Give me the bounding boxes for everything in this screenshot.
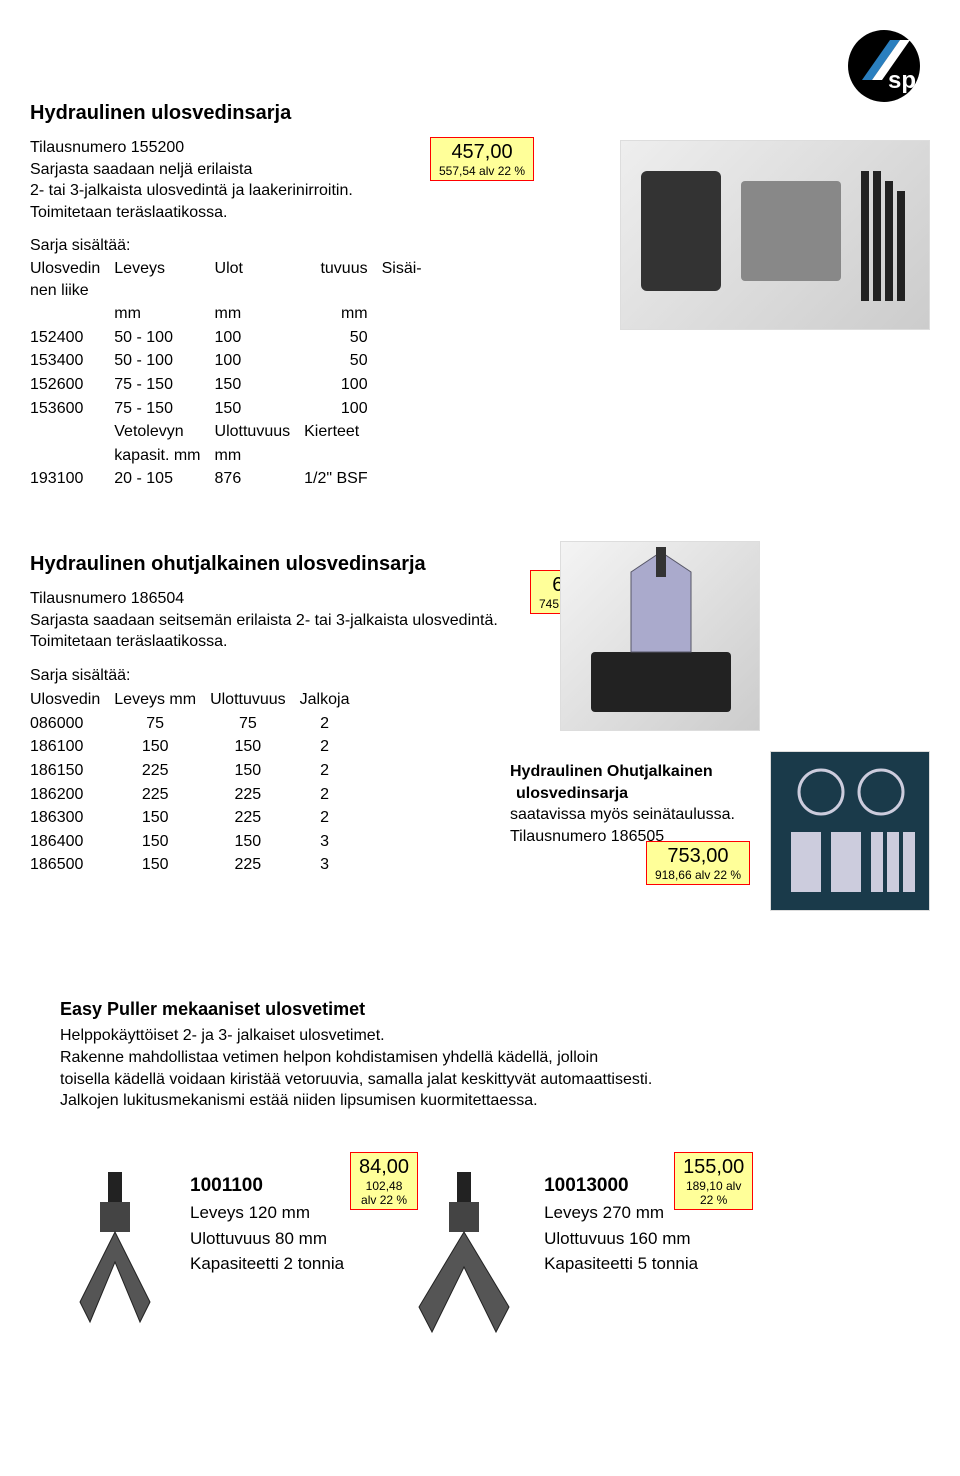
section2-sidebox: Hydraulinen Ohutjalkainen ulosvedinsarja… bbox=[510, 761, 750, 847]
puller-image-1 bbox=[60, 1172, 170, 1332]
section1-table: Ulosvedinnen liike Leveys Ulot tuvuus Si… bbox=[30, 257, 436, 491]
product-10013000: 10013000 155,00 189,10 alv 22 % Leveys 2… bbox=[404, 1172, 698, 1342]
product-image-1 bbox=[620, 140, 930, 330]
section-easy-puller: Easy Puller mekaaniset ulosvetimet Helpp… bbox=[60, 997, 930, 1342]
table-row: 15260075 - 150150100 bbox=[30, 373, 436, 397]
section2-table: Ulosvedin Leveys mm Ulottuvuus Jalkoja 0… bbox=[30, 688, 363, 877]
section3-title: Easy Puller mekaaniset ulosvetimet bbox=[60, 997, 930, 1021]
table-row: 1862002252252 bbox=[30, 783, 363, 807]
section2-includes-label: Sarja sisältää: bbox=[30, 665, 930, 687]
section1-desc: Tilausnumero 155200 Sarjasta saadaan nel… bbox=[30, 137, 490, 223]
table-row: 15240050 - 10010050 bbox=[30, 326, 436, 350]
table-row: 1865001502253 bbox=[30, 853, 363, 877]
table-row: 08600075752 bbox=[30, 712, 363, 736]
table-row: 1861001501502 bbox=[30, 735, 363, 759]
section-hydraulinen-ulosvedinsarja: Hydraulinen ulosvedinsarja Tilausnumero … bbox=[30, 100, 930, 491]
puller-image-2 bbox=[404, 1172, 524, 1342]
svg-text:sp: sp bbox=[888, 67, 916, 94]
price-badge-p2: 155,00 189,10 alv 22 % bbox=[674, 1152, 753, 1211]
table-row: 15360075 - 150150100 bbox=[30, 397, 436, 421]
price-badge-p1: 84,00 102,48 alv 22 % bbox=[350, 1152, 418, 1211]
sp-logo: sp bbox=[848, 30, 920, 102]
price-badge-3: 753,00 918,66 alv 22 % bbox=[646, 841, 750, 885]
section-ohutjalkainen: Hydraulinen ohutjalkainen ulosvedinsarja… bbox=[30, 551, 930, 877]
section2-title: Hydraulinen ohutjalkainen ulosvedinsarja bbox=[30, 551, 930, 578]
section1-title: Hydraulinen ulosvedinsarja bbox=[30, 100, 930, 127]
table-row: 1864001501503 bbox=[30, 830, 363, 854]
table-row: 1863001502252 bbox=[30, 806, 363, 830]
table-row: 19310020 - 1058761/2" BSF bbox=[30, 467, 436, 491]
table-row: 15340050 - 10010050 bbox=[30, 349, 436, 373]
product-1001100: 1001100 84,00 102,48 alv 22 % Leveys 120… bbox=[60, 1172, 344, 1342]
table-row: 1861502251502 bbox=[30, 759, 363, 783]
product-image-2 bbox=[560, 541, 760, 731]
price-badge-1: 457,00 557,54 alv 22 % bbox=[430, 137, 534, 181]
product-image-panel bbox=[770, 751, 930, 911]
section2-desc: Tilausnumero 186504 Sarjasta saadaan sei… bbox=[30, 588, 590, 653]
